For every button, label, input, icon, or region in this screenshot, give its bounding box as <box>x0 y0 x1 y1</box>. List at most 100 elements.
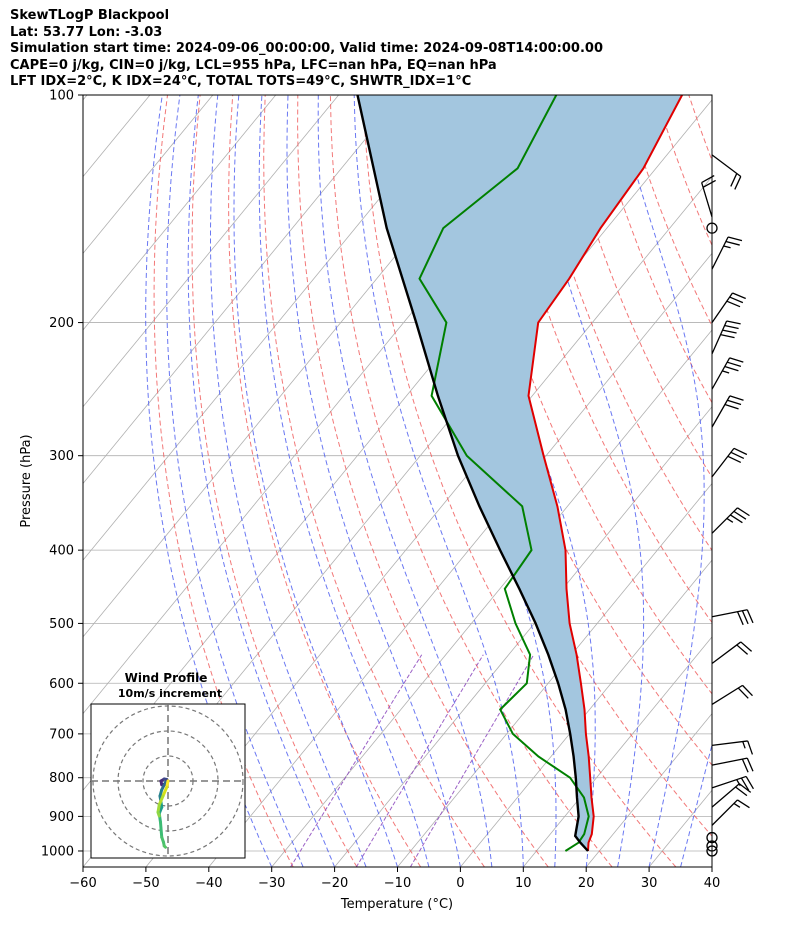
x-tick-label: 30 <box>641 876 658 891</box>
wind-barb <box>711 320 741 355</box>
y-tick-label: 900 <box>49 810 74 825</box>
isotherm <box>460 559 712 867</box>
temperature-line <box>527 95 683 852</box>
moist-adiabat <box>233 95 398 867</box>
wind-barb <box>706 222 718 234</box>
y-tick-label: 500 <box>49 617 74 632</box>
wind-barb <box>711 447 748 478</box>
dry-adiabat <box>492 95 712 624</box>
isotherm <box>145 176 712 867</box>
dry-adiabat <box>721 95 794 867</box>
wind-barb <box>706 831 718 844</box>
dewpoint-line <box>418 95 590 852</box>
x-tick-label: −20 <box>321 876 348 891</box>
mixing-ratio-line <box>409 654 535 867</box>
hodograph-segment <box>157 794 165 807</box>
isotherm <box>83 95 465 561</box>
dry-adiabat <box>395 95 712 837</box>
y-tick-label: 100 <box>49 89 74 104</box>
y-tick-label: 800 <box>49 771 74 786</box>
moist-adiabat <box>680 742 712 867</box>
isotherm <box>83 95 277 331</box>
y-tick-label: 600 <box>49 677 74 692</box>
wind-barb <box>711 395 744 428</box>
x-axis-label: Temperature (°C) <box>340 897 453 912</box>
dry-adiabat <box>263 95 485 867</box>
moist-adiabat <box>286 95 461 867</box>
moist-adiabat <box>145 95 273 867</box>
y-tick-label: 200 <box>49 316 74 331</box>
wind-barbs <box>701 154 754 857</box>
moist-adiabat <box>353 95 524 867</box>
hodograph-subtitle: 10m/s increment <box>118 687 222 700</box>
moist-adiabat <box>317 95 493 867</box>
dry-adiabat <box>688 95 712 162</box>
isotherm <box>83 95 402 485</box>
chart-header: SkewTLogP Blackpool Lat: 53.77 Lon: -3.0… <box>10 8 603 91</box>
y-axis-label: Pressure (hPa) <box>19 434 34 527</box>
cape-line: CAPE=0 j/kg, CIN=0 j/kg, LCL=955 hPa, LF… <box>10 57 497 73</box>
isotherm <box>83 95 214 254</box>
wind-barb <box>706 840 718 852</box>
y-tick-label: 400 <box>49 544 74 559</box>
wind-barb <box>711 236 743 270</box>
mixing-ratio-line <box>290 654 423 867</box>
dry-adiabat <box>228 95 422 867</box>
wind-barb <box>711 783 752 808</box>
mixing-ratio-line <box>355 654 484 867</box>
wind-barb <box>711 357 744 390</box>
isotherm <box>83 95 88 101</box>
moist-adiabat <box>166 95 304 867</box>
dry-adiabat <box>655 95 712 247</box>
y-tick-label: 700 <box>49 727 74 742</box>
x-tick-label: 0 <box>456 876 464 891</box>
moist-adiabat <box>258 95 430 867</box>
wind-barb <box>711 507 750 534</box>
isotherm <box>334 406 712 867</box>
wind-barb <box>711 684 753 706</box>
x-tick-label: 10 <box>515 876 532 891</box>
isotherm <box>648 789 712 867</box>
isotherm <box>711 866 712 867</box>
isotherm <box>397 482 712 867</box>
location-line: Lat: 53.77 Lon: -3.03 <box>10 24 163 40</box>
wind-barb <box>701 175 716 218</box>
dry-adiabat <box>754 95 794 867</box>
y-tick-label: 1000 <box>41 844 74 859</box>
y-tick-label: 300 <box>49 449 74 464</box>
hodograph-segment <box>156 810 161 818</box>
isotherm <box>83 95 339 408</box>
moist-adiabat <box>614 95 705 867</box>
moist-adiabat <box>522 95 645 867</box>
wind-barb <box>711 799 750 826</box>
wind-barb <box>711 757 754 773</box>
isotherm <box>271 329 712 867</box>
wind-barb <box>706 845 718 857</box>
dry-adiabat <box>191 95 358 867</box>
parcel-line <box>356 95 589 852</box>
cin-shading <box>357 95 683 851</box>
dry-adiabat <box>623 95 712 327</box>
wind-barb <box>711 292 746 323</box>
isotherm <box>522 636 712 867</box>
dry-adiabat <box>153 95 294 867</box>
x-tick-label: −50 <box>132 876 159 891</box>
dry-adiabat <box>787 95 794 867</box>
indices-line: LFT IDX=2°C, K IDX=24°C, TOTAL TOTS=49°C… <box>10 74 472 89</box>
x-tick-label: −60 <box>69 876 96 891</box>
wind-barb <box>711 740 754 755</box>
dry-adiabat <box>329 95 613 867</box>
wind-barb <box>711 775 754 791</box>
dry-adiabat <box>525 95 712 552</box>
chart-title: SkewTLogP Blackpool <box>10 8 170 23</box>
wind-barb <box>711 609 754 626</box>
x-tick-label: −40 <box>195 876 222 891</box>
moist-adiabat <box>711 865 712 867</box>
wind-barb <box>711 154 742 190</box>
x-tick-label: −30 <box>258 876 285 891</box>
hodograph-title: Wind Profile <box>125 671 208 685</box>
dry-adiabat <box>362 95 677 867</box>
moist-adiabat <box>210 95 367 867</box>
dry-adiabat <box>297 95 549 867</box>
